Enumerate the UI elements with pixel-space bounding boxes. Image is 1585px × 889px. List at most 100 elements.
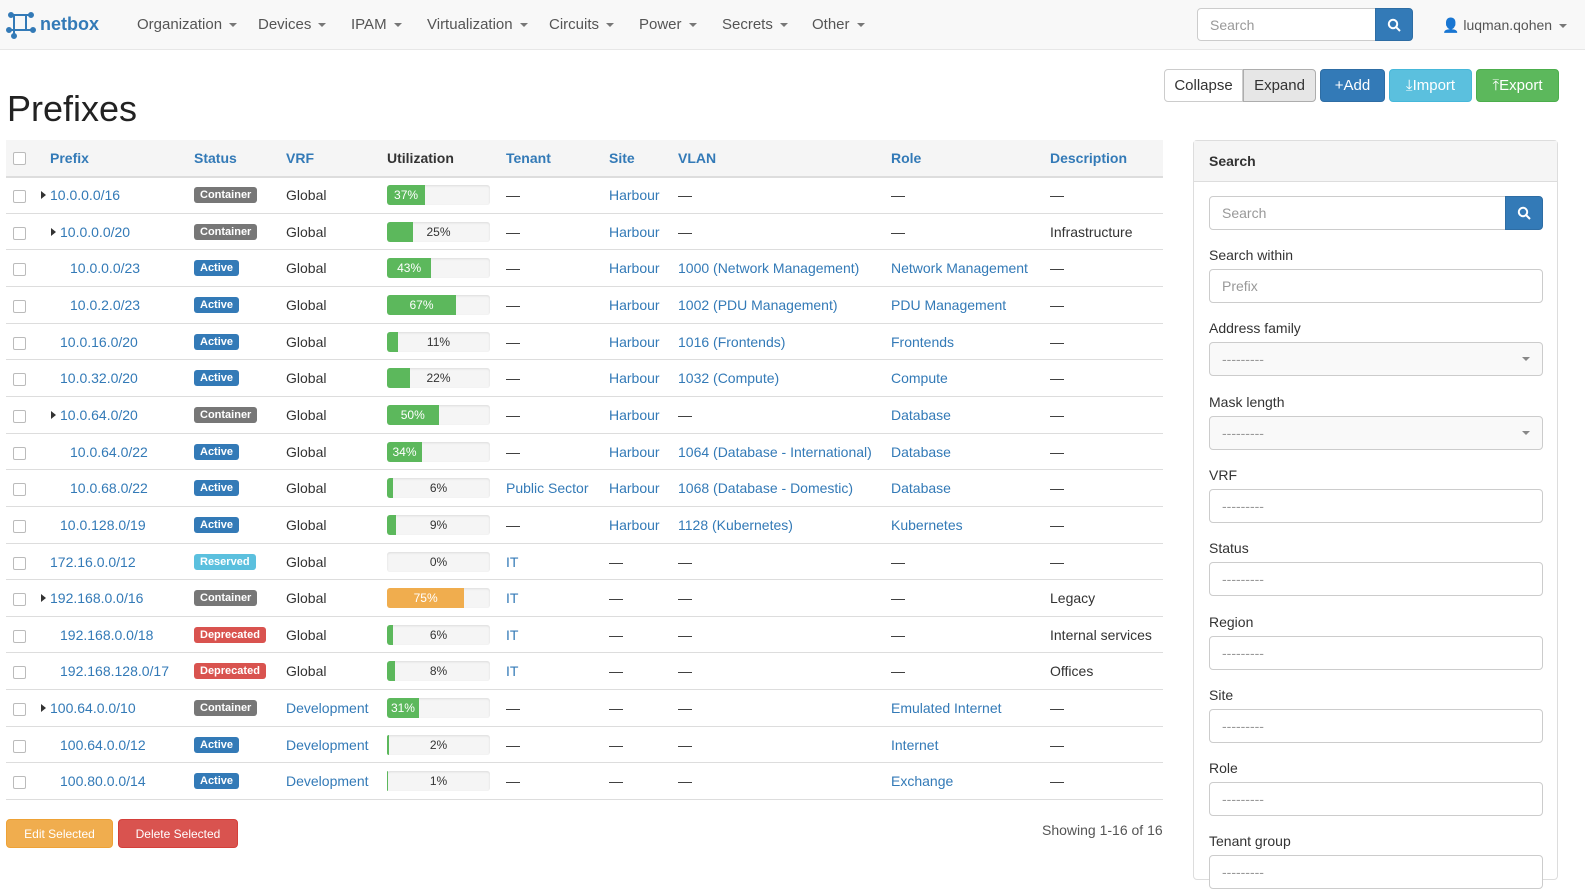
role[interactable]: Exchange — [891, 773, 954, 790]
role[interactable]: Frontends — [891, 333, 955, 350]
checkbox[interactable] — [13, 593, 26, 607]
nav-search[interactable]: Search — [1197, 8, 1377, 41]
nav-menu[interactable]: Secrets — [722, 16, 788, 33]
checkbox[interactable] — [13, 409, 26, 423]
user-menu[interactable]: 👤 luqman.qohen — [1442, 17, 1568, 34]
checkbox[interactable] — [13, 519, 26, 533]
select[interactable]: --------- — [1209, 415, 1543, 450]
role[interactable]: Internet — [891, 736, 939, 753]
checkbox[interactable] — [13, 556, 26, 570]
checkbox[interactable] — [13, 483, 26, 497]
vrf[interactable]: Development — [286, 700, 369, 717]
select[interactable]: --------- — [1209, 342, 1543, 377]
site[interactable]: Harbour — [609, 223, 660, 240]
role[interactable]: Emulated Internet — [891, 700, 1002, 717]
text-input[interactable]: --------- — [1209, 708, 1543, 743]
toolbar-button[interactable]: Expand — [1243, 69, 1316, 102]
vlan[interactable]: 1068 (Database - Domestic) — [678, 480, 854, 497]
vlan[interactable]: 1064 (Database - International) — [678, 443, 872, 460]
checkbox[interactable] — [13, 629, 26, 643]
prefix-link[interactable]: 10.0.128.0/19 — [60, 516, 146, 533]
prefix-link[interactable]: 10.0.16.0/20 — [60, 333, 138, 350]
vlan[interactable]: 1128 (Kubernetes) — [678, 516, 793, 533]
vlan[interactable]: 1016 (Frontends) — [678, 333, 786, 350]
nav-menu[interactable]: Other — [812, 16, 865, 33]
expand-toggle[interactable] — [51, 410, 56, 419]
toolbar-button[interactable]: ⤒ Export — [1476, 69, 1559, 102]
prefix-link[interactable]: 10.0.0.0/16 — [50, 187, 121, 203]
prefix-link[interactable]: 192.168.0.0/16 — [50, 590, 144, 607]
role[interactable]: Network Management — [891, 260, 1028, 277]
checkbox[interactable] — [13, 446, 26, 460]
column-header[interactable]: VRF — [286, 150, 314, 166]
toolbar-button[interactable]: Collapse — [1164, 69, 1243, 102]
checkbox[interactable] — [13, 299, 26, 313]
search-button[interactable] — [1505, 196, 1543, 230]
prefix-link[interactable]: 100.80.0.0/14 — [60, 773, 146, 790]
prefix-link[interactable]: 10.0.64.0/20 — [60, 406, 138, 423]
vlan[interactable]: 1000 (Network Management) — [678, 260, 860, 277]
role[interactable]: Database — [891, 443, 951, 460]
site[interactable]: Harbour — [609, 333, 660, 350]
prefix-link[interactable]: 10.0.64.0/22 — [70, 443, 148, 460]
checkbox[interactable] — [13, 739, 26, 753]
column-header[interactable]: Description — [1050, 150, 1128, 166]
prefix-link[interactable]: 10.0.2.0/23 — [70, 296, 141, 313]
prefix-link[interactable]: 10.0.68.0/22 — [70, 480, 148, 497]
column-header[interactable]: Prefix — [50, 150, 89, 166]
checkbox[interactable] — [13, 703, 26, 717]
nav-menu[interactable]: Power — [639, 16, 697, 33]
search-input[interactable]: Search — [1209, 196, 1507, 230]
role[interactable]: Database — [891, 406, 951, 423]
tenant[interactable]: IT — [506, 590, 519, 607]
site[interactable]: Harbour — [609, 480, 660, 497]
toolbar-button[interactable]: + Add — [1320, 69, 1385, 102]
action-button[interactable]: Edit Selected — [6, 819, 113, 848]
prefix-link[interactable]: 100.64.0.0/12 — [60, 736, 146, 753]
site[interactable]: Harbour — [609, 406, 660, 423]
nav-menu[interactable]: Organization — [137, 16, 238, 33]
column-header[interactable]: Status — [194, 150, 237, 166]
text-input[interactable]: --------- — [1209, 855, 1543, 889]
prefix-link[interactable]: 192.168.128.0/17 — [60, 663, 169, 680]
nav-menu[interactable]: Devices — [258, 16, 327, 33]
vlan[interactable]: 1002 (PDU Management) — [678, 296, 838, 313]
vlan[interactable]: 1032 (Compute) — [678, 370, 780, 387]
checkbox[interactable] — [13, 226, 26, 240]
prefix-link[interactable]: 10.0.32.0/20 — [60, 370, 138, 387]
checkbox[interactable] — [13, 373, 26, 387]
column-header[interactable]: Role — [891, 150, 922, 166]
prefix-link[interactable]: 172.16.0.0/12 — [50, 553, 136, 570]
role[interactable]: Kubernetes — [891, 516, 963, 533]
role[interactable]: Compute — [891, 370, 948, 387]
site[interactable]: Harbour — [609, 516, 660, 533]
brand[interactable]: netbox — [40, 14, 100, 34]
nav-menu[interactable]: Virtualization — [427, 16, 528, 33]
expand-toggle[interactable] — [41, 704, 46, 713]
text-input[interactable]: Prefix — [1209, 269, 1543, 303]
prefix-link[interactable]: 100.64.0.0/10 — [50, 700, 136, 717]
checkbox[interactable] — [13, 776, 26, 790]
expand-toggle[interactable] — [41, 594, 46, 603]
site[interactable]: Harbour — [609, 296, 660, 313]
checkbox[interactable] — [13, 666, 26, 680]
checkbox[interactable] — [13, 190, 26, 203]
nav-menu[interactable]: IPAM — [351, 16, 402, 33]
vrf[interactable]: Development — [286, 773, 369, 790]
checkbox[interactable] — [13, 152, 26, 165]
site[interactable]: Harbour — [609, 260, 660, 277]
prefix-link[interactable]: 10.0.0.0/20 — [60, 223, 131, 240]
text-input[interactable]: --------- — [1209, 562, 1543, 597]
expand-toggle[interactable] — [51, 227, 56, 236]
column-header[interactable]: VLAN — [678, 150, 717, 166]
role[interactable]: PDU Management — [891, 296, 1007, 313]
brand-logo[interactable] — [6, 12, 36, 40]
vrf[interactable]: Development — [286, 736, 369, 753]
site[interactable]: Harbour — [609, 443, 660, 460]
nav-menu[interactable]: Circuits — [549, 16, 615, 33]
action-button[interactable]: Delete Selected — [118, 819, 238, 848]
role[interactable]: Database — [891, 480, 951, 497]
column-header[interactable]: Site — [609, 150, 635, 166]
prefix-link[interactable]: 192.168.0.0/18 — [60, 626, 154, 643]
prefix-link[interactable]: 10.0.0.0/23 — [70, 260, 141, 277]
